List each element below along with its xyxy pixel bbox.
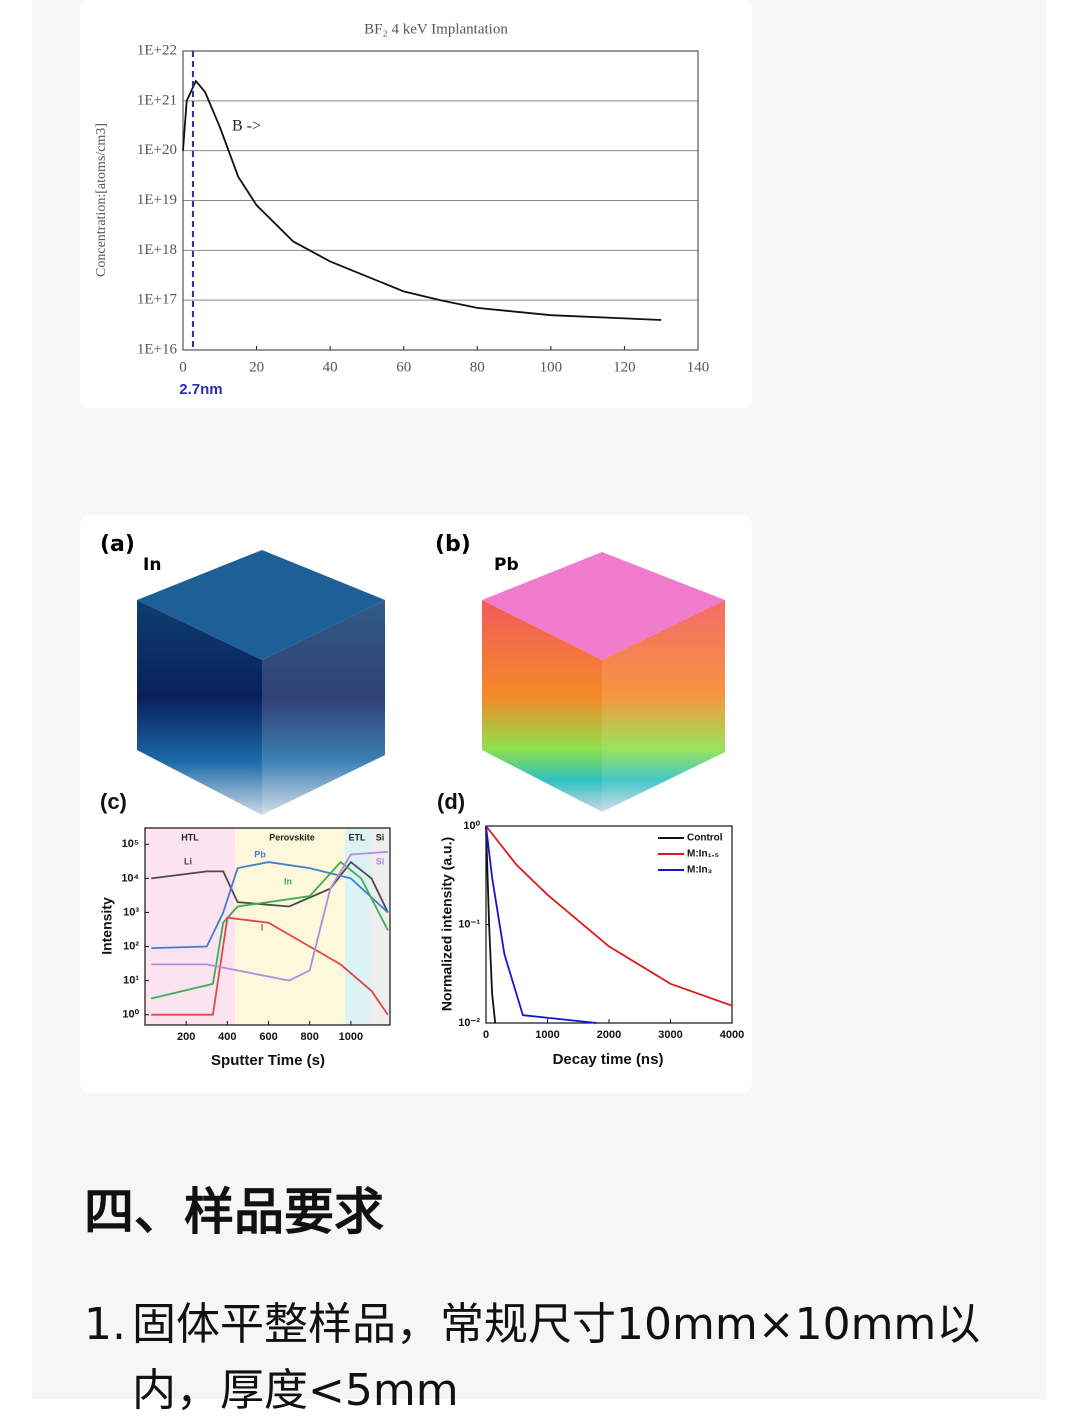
- series-label: In: [284, 876, 292, 886]
- perovskite-region: [235, 828, 345, 1025]
- legend-label: M:In₁.₅: [687, 849, 719, 860]
- y-tick-label: 10⁵: [122, 838, 139, 850]
- x-tick-label: 80: [470, 359, 485, 375]
- y-axis-label: Normalized intensity (a.u.): [439, 837, 455, 1011]
- panel-label: (a): [100, 532, 135, 557]
- y-axis-label: Intensity: [99, 897, 115, 955]
- series-label: Li: [184, 856, 192, 866]
- region-label: ETL: [349, 832, 367, 842]
- x-tick-label: 1000: [535, 1029, 559, 1041]
- plot-frame: [485, 825, 733, 1024]
- data-line: [151, 850, 388, 982]
- y-tick-label: 10⁻²: [458, 1017, 480, 1029]
- y-tick-label: 1E+22: [137, 42, 177, 58]
- list-text: 固体平整样品，常规尺寸10mm×10mm以内，厚度<5mm: [132, 1299, 981, 1416]
- series-label: Si: [376, 856, 385, 866]
- y-tick-label: 1E+17: [137, 292, 178, 308]
- x-tick-label: 1000: [339, 1031, 363, 1043]
- legend-label: M:In₃: [687, 865, 713, 876]
- x-tick-label: 60: [396, 359, 411, 375]
- y-tick-label: 1E+20: [137, 142, 177, 158]
- y-tick-label: 10⁰: [122, 1009, 139, 1021]
- panel-label: (c): [100, 789, 127, 814]
- x-tick-label: 40: [323, 359, 338, 375]
- y-tick-label: 1E+18: [137, 242, 177, 258]
- data-line: [485, 825, 597, 1024]
- x-tick-label: 120: [613, 359, 636, 375]
- x-axis-label: Decay time (ns): [553, 1051, 664, 1068]
- y-tick-label: 10⁰: [463, 820, 480, 832]
- cube-pb: [482, 552, 725, 812]
- x-tick-label: 0: [179, 359, 187, 375]
- panel-element: Pb: [494, 555, 519, 575]
- data-line: [151, 916, 389, 1016]
- region-label: HTL: [181, 832, 199, 842]
- y-tick-label: 1E+21: [137, 92, 177, 108]
- x-tick-label: 20: [249, 359, 264, 375]
- x-axis-label: Sputter Time (s): [211, 1052, 325, 1069]
- x-tick-label: 400: [218, 1031, 236, 1043]
- series-label: Pb: [254, 849, 266, 859]
- data-line: [182, 79, 662, 321]
- plot-frame: [182, 50, 699, 351]
- region-label: Si: [376, 832, 385, 842]
- y-tick-label: 1E+19: [137, 192, 177, 208]
- x-tick-label: 0: [483, 1029, 489, 1041]
- series-label: I: [261, 922, 264, 932]
- annotation: B ->: [232, 118, 261, 135]
- y-tick-label: 10¹: [123, 975, 139, 987]
- si-region: [370, 828, 390, 1025]
- x-tick-label: 200: [177, 1031, 195, 1043]
- etl-region: [345, 828, 370, 1025]
- plot-frame: [144, 827, 391, 1026]
- list-number: 1.: [84, 1299, 126, 1350]
- y-tick-label: 10⁴: [121, 872, 139, 884]
- panel-label: (b): [435, 532, 471, 557]
- x-tick-label: 140: [687, 359, 710, 375]
- y-axis-label: Concentration:[atoms/cm3]: [94, 123, 109, 277]
- chart-title: BF₂ 4 keV Implantation: [364, 21, 508, 37]
- figures: (a) In (b) Pb 1E+16 1E+17 1E+18 1E+19 1E+20 1…: [94, 21, 744, 1069]
- section-heading: 四、样品要求: [84, 1183, 384, 1241]
- data-line: [151, 860, 389, 913]
- legend-label: Control: [687, 833, 723, 844]
- cube-in: [137, 550, 385, 815]
- htl-region: [145, 828, 235, 1025]
- data-line: [150, 860, 389, 1000]
- region-label: Perovskite: [269, 832, 315, 842]
- panel-element: In: [143, 555, 161, 575]
- x-tick-label: 3000: [658, 1029, 682, 1041]
- x-tick-label: 100: [540, 359, 563, 375]
- y-tick-label: 10²: [123, 940, 139, 952]
- y-tick-label: 10³: [123, 906, 139, 918]
- y-tick-label: 10⁻¹: [458, 918, 480, 930]
- x-tick-label: 4000: [720, 1029, 744, 1041]
- list-item: 1. 固体平整样品，常规尺寸10mm×10mm以内，厚度<5mm: [84, 1292, 994, 1424]
- data-line: [485, 825, 497, 1024]
- marker-label: 2.7nm: [179, 381, 222, 398]
- panel-label: (d): [437, 789, 465, 814]
- data-line: [151, 861, 389, 949]
- y-tick-label: 1E+16: [137, 341, 178, 357]
- x-tick-label: 800: [301, 1031, 319, 1043]
- x-tick-label: 2000: [597, 1029, 621, 1041]
- x-tick-label: 600: [259, 1031, 277, 1043]
- data-line: [485, 825, 733, 1007]
